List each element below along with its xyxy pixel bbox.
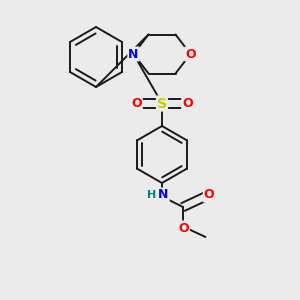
Text: H: H <box>147 190 156 200</box>
Text: S: S <box>157 97 167 110</box>
Text: N: N <box>128 47 139 61</box>
Text: O: O <box>182 97 193 110</box>
Text: O: O <box>204 188 214 202</box>
Text: N: N <box>158 188 169 202</box>
Text: O: O <box>185 47 196 61</box>
Text: O: O <box>131 97 142 110</box>
Text: O: O <box>178 221 189 235</box>
